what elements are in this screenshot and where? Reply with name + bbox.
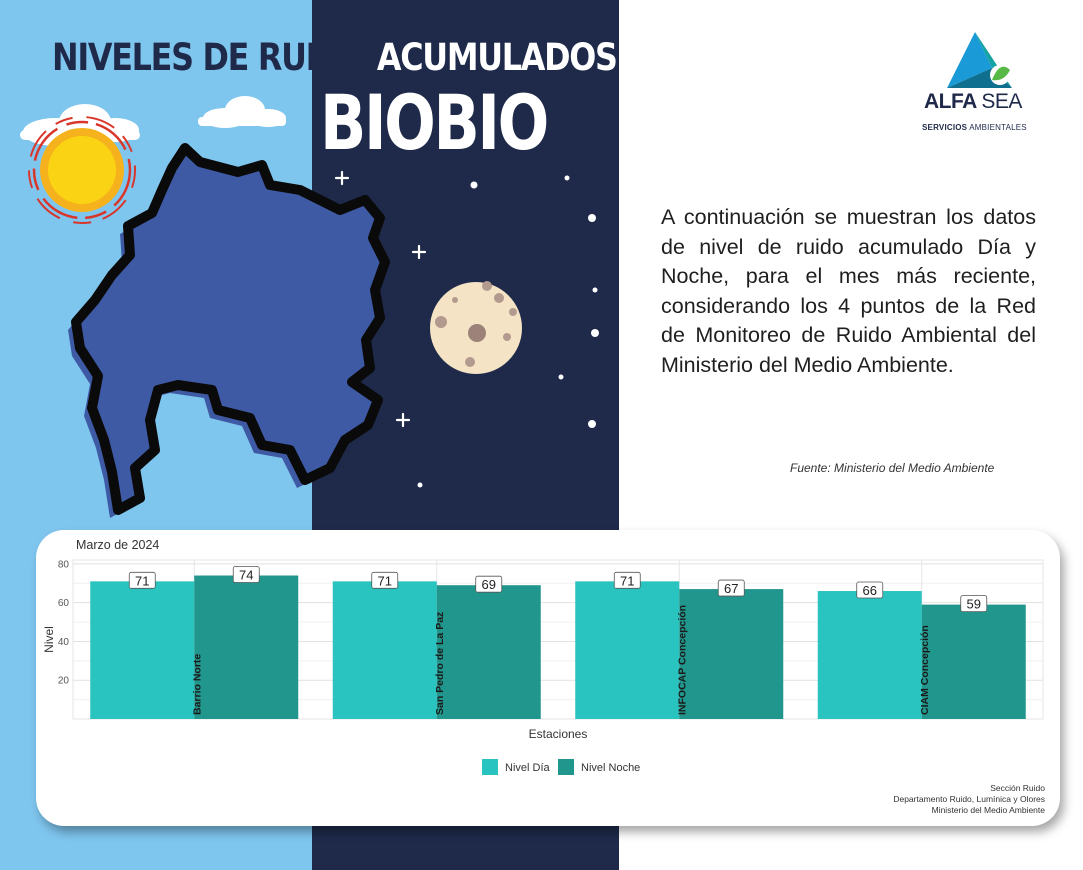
bar (921, 604, 1026, 719)
data-label: 66 (863, 583, 877, 598)
x-axis-label: Estaciones (529, 727, 588, 741)
credits-line-2: Departamento Ruido, Lumínica y Olores (893, 794, 1045, 804)
category-label: San Pedro de La Paz (434, 612, 446, 715)
illustration (20, 96, 599, 518)
y-tick-label: 40 (58, 637, 70, 648)
data-label: 71 (620, 573, 634, 588)
page-title-line2: BIOBIO (320, 78, 549, 167)
sun-icon (28, 116, 136, 224)
data-label-box (856, 581, 884, 599)
data-label: 69 (482, 577, 496, 592)
data-label-box (613, 571, 641, 589)
logo-subtitle-bold: SERVICIOS (922, 123, 968, 132)
legend-label: Nivel Día (505, 762, 551, 774)
bar (194, 575, 299, 719)
y-axis-label: Nivel (42, 626, 56, 653)
cloud-icon (198, 96, 286, 128)
logo-subtitle: SERVICIOS AMBIENTALES (922, 123, 1027, 132)
moon-icon (430, 281, 522, 374)
data-label: 71 (135, 573, 149, 588)
data-label-box (232, 566, 260, 583)
data-label: 74 (239, 568, 253, 583)
bar (679, 589, 784, 719)
chart-card: 20 40 60 80 71 74 Barrio Norte 71 69 San Pedro de… (36, 530, 1060, 826)
legend-label: Nivel Noche (581, 762, 640, 774)
logo-name-bold: ALFA (924, 90, 977, 113)
data-label: 59 (967, 597, 981, 612)
bar (332, 581, 437, 719)
data-label-box (475, 575, 503, 593)
bar (436, 585, 541, 719)
star-icon (334, 170, 427, 428)
y-tick-label: 60 (58, 598, 70, 609)
data-label: 71 (378, 573, 392, 588)
bar (575, 581, 680, 719)
credits-line-3: Ministerio del Medio Ambiente (931, 805, 1045, 815)
logo-name-light: SEA (981, 90, 1022, 113)
data-label-box (371, 571, 399, 589)
category-label: INFOCAP Concepción (676, 605, 688, 715)
data-label-box (960, 595, 988, 612)
source-text: Fuente: Ministerio del Medio Ambiente (790, 461, 995, 475)
page-title-line1: NIVELES DE RUIDO ACUMULADOS: (52, 36, 629, 86)
data-label: 67 (724, 581, 738, 596)
bar (90, 581, 195, 719)
title-part-light: ACUMULADOS: (376, 36, 629, 79)
star-dots (417, 175, 599, 488)
y-tick-label: 80 (58, 559, 70, 570)
title-part-dark: NIVELES DE RUIDO (52, 36, 368, 79)
legend-swatch (558, 759, 574, 775)
logo-name: ALFA SEA (924, 90, 1022, 114)
bar-chart: 20 40 60 80 71 74 Barrio Norte 71 69 San Pedro de… (42, 538, 1044, 775)
category-label: Barrio Norte (191, 654, 203, 715)
y-tick-label: 20 (58, 676, 70, 687)
biobio-map-icon (68, 143, 390, 518)
credits: Sección Ruido Departamento Ruido, Lumíni… (893, 783, 1045, 816)
category-label: CIAM Concepción (919, 625, 931, 715)
chart-title: Marzo de 2024 (76, 538, 159, 552)
credits-line-1: Sección Ruido (990, 783, 1045, 793)
alfa-sea-logo-icon (947, 32, 1012, 88)
logo-subtitle-rest: AMBIENTALES (969, 123, 1027, 132)
data-label-box (128, 571, 156, 589)
bar (817, 591, 922, 719)
description-text: A continuación se muestran los datos de … (661, 205, 1036, 377)
legend-swatch (482, 759, 498, 775)
data-label-box (717, 579, 745, 597)
